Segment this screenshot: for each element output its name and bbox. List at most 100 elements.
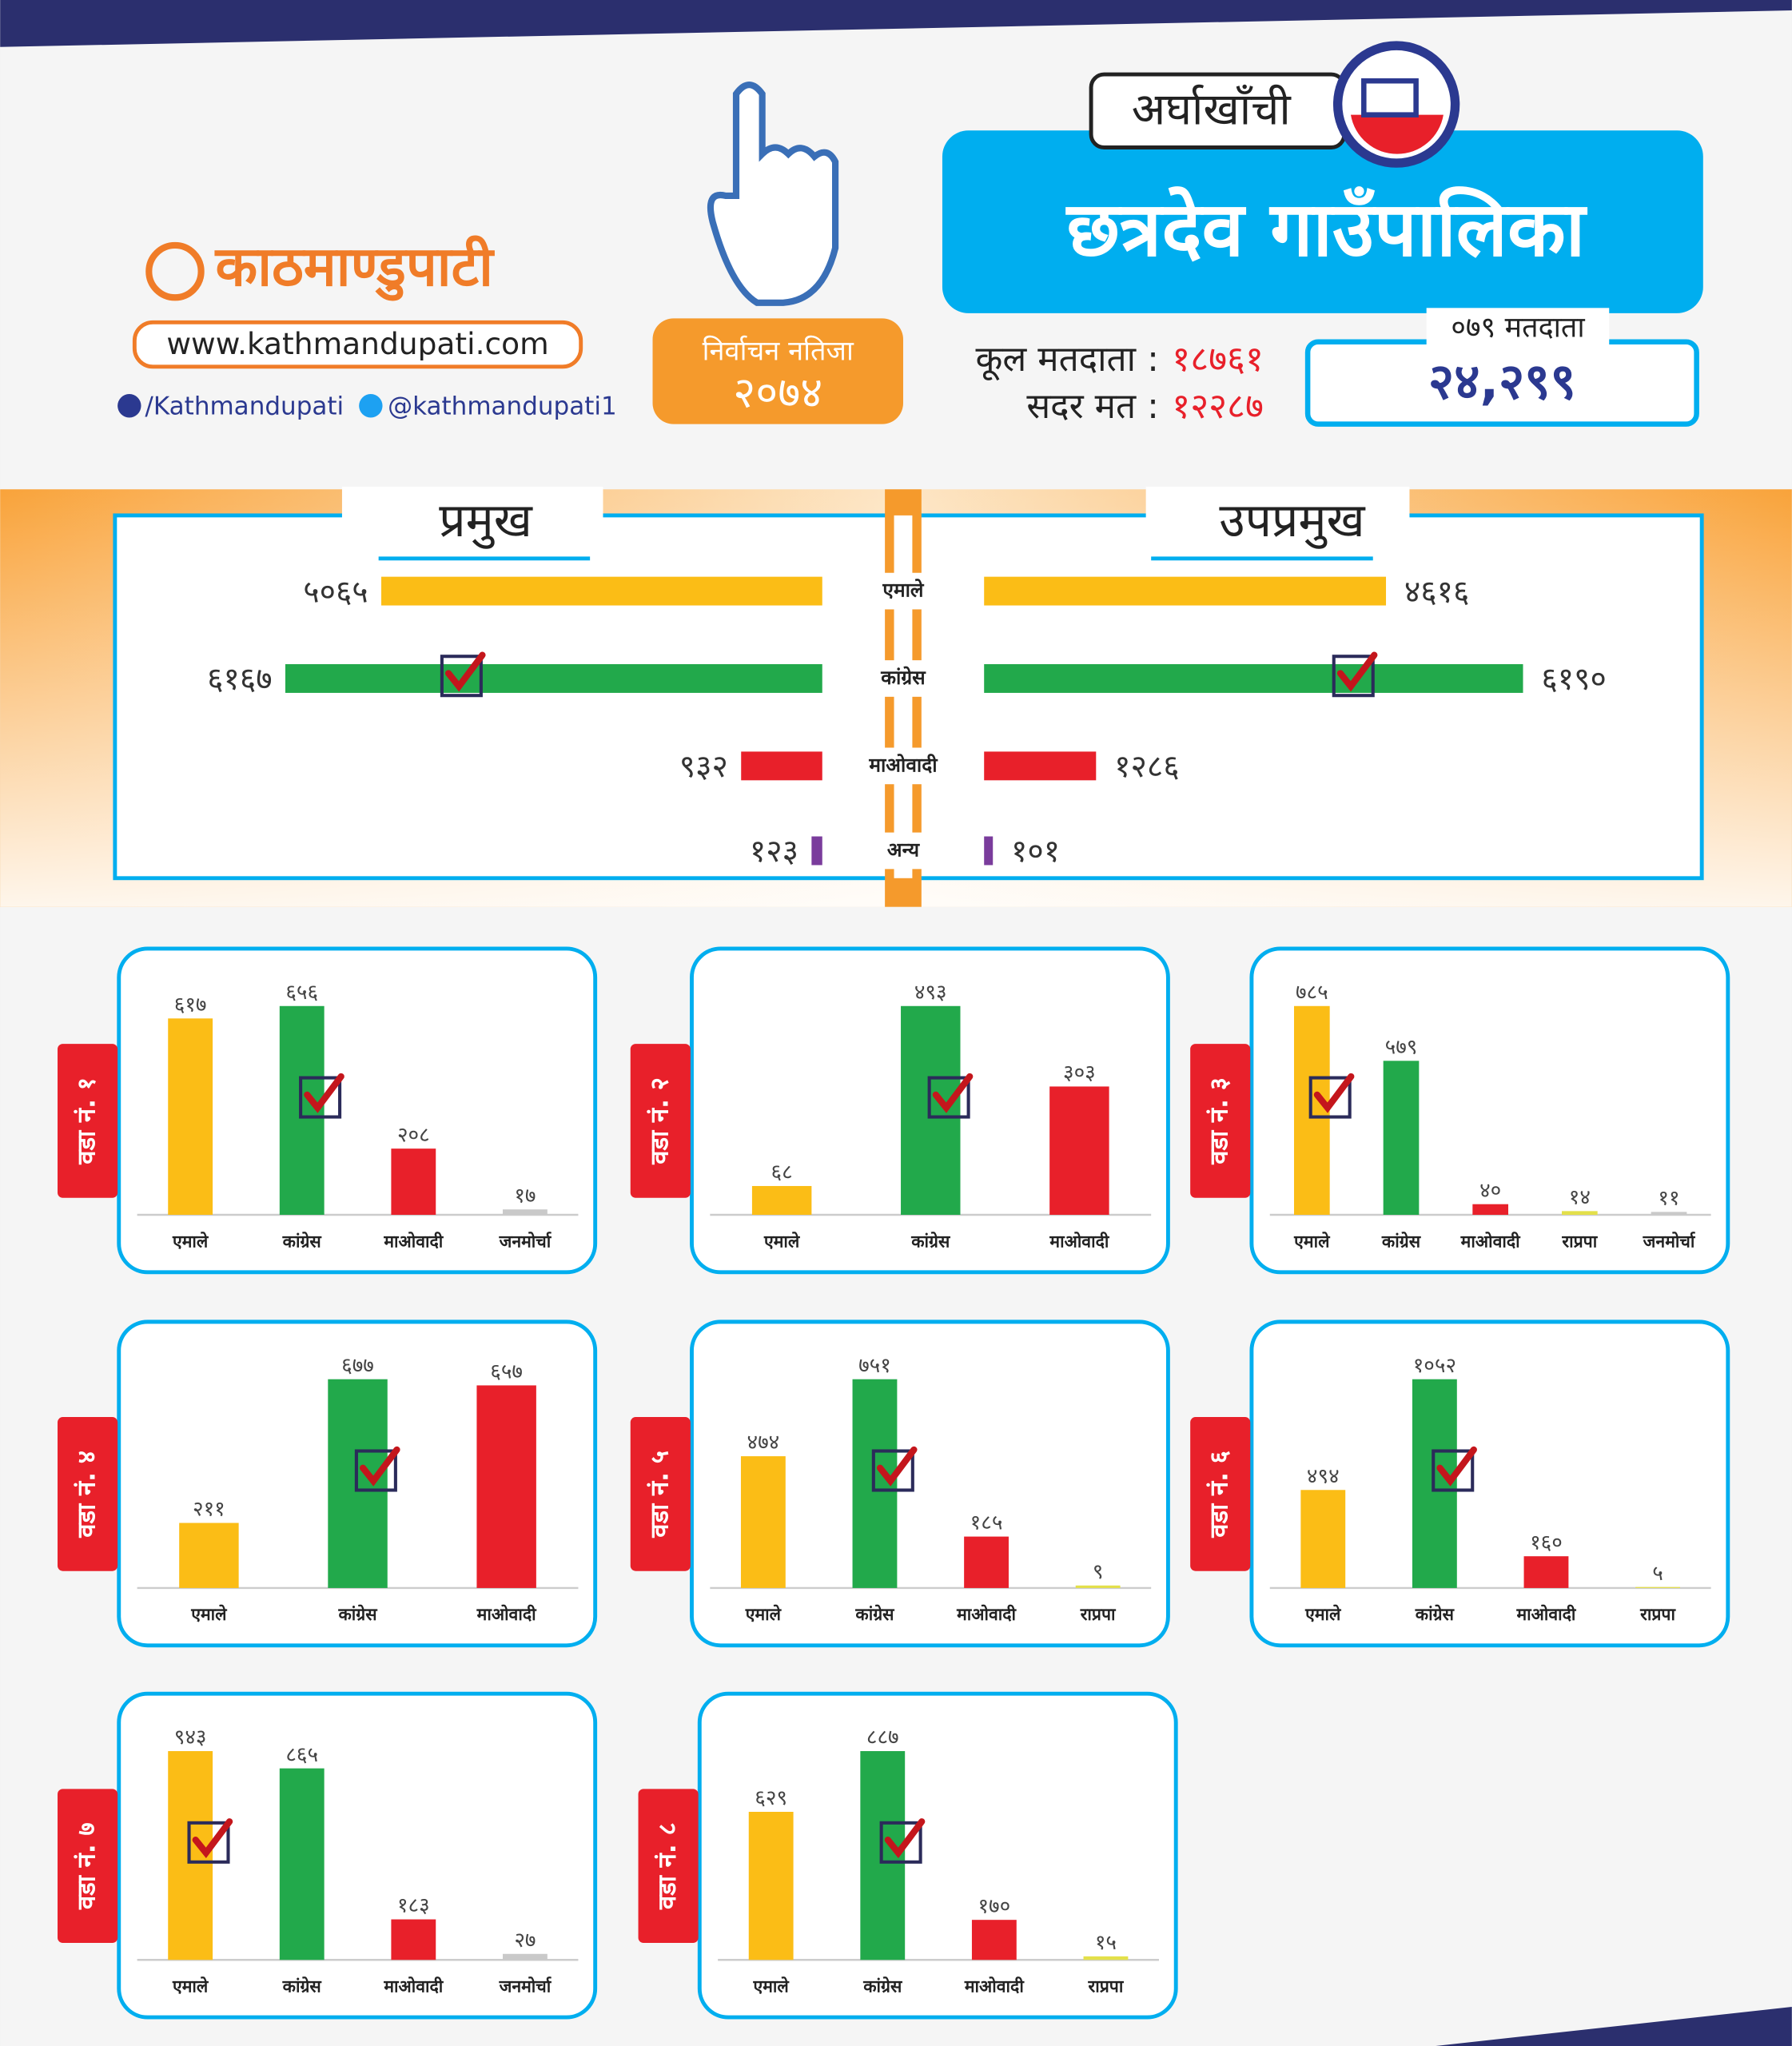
winner-check-box <box>299 1076 342 1119</box>
ward-tag <box>58 1789 118 1944</box>
ward-tag <box>58 1044 118 1198</box>
bar <box>1562 1211 1598 1215</box>
value-label: १२३ <box>750 834 798 870</box>
ward-tag <box>638 1789 699 1944</box>
bar <box>1075 1585 1121 1588</box>
ward-title: वडा नं. ५ <box>645 1451 674 1538</box>
ward-panel <box>1249 1320 1730 1648</box>
ward-tag <box>630 1417 691 1571</box>
value-label: ६८ <box>771 1160 793 1184</box>
winner-check <box>884 1818 926 1859</box>
value-label: २०८ <box>397 1123 430 1147</box>
ward-title: वडा नं. २ <box>645 1077 674 1165</box>
municipality-box <box>942 130 1703 313</box>
brand: काठमाण्डुपाटी <box>214 235 496 301</box>
winner-check-box <box>1432 1449 1475 1492</box>
bar <box>984 576 1387 606</box>
category-label: एमाले <box>190 1604 228 1625</box>
category-label: एमाले <box>745 1604 783 1625</box>
badge-title: निर्वाचन नतिजा <box>703 335 854 367</box>
value-label: ४६१६ <box>1404 574 1469 610</box>
winner-check <box>932 1073 974 1113</box>
series-header: प्रमुख <box>439 492 533 549</box>
value-label: १८५ <box>970 1511 1003 1535</box>
category-label: राप्रपा <box>1080 1605 1117 1625</box>
bar <box>964 1536 1009 1588</box>
value-label: ९३२ <box>679 749 728 785</box>
bar <box>391 1919 436 1960</box>
value-label: ५ <box>1652 1562 1663 1586</box>
bar <box>984 664 1523 693</box>
category-label: माओवादी <box>1460 1231 1521 1252</box>
category-label: कांग्रेस <box>282 1976 323 1997</box>
category-label: कांग्रेस <box>910 1231 951 1252</box>
bar <box>971 1920 1017 1960</box>
category-label: कांग्रेस <box>1381 1231 1422 1252</box>
pramukh-tab <box>341 486 603 559</box>
winner-check <box>876 1446 918 1487</box>
value-label: ४० <box>1479 1179 1501 1203</box>
value-label: ६१९० <box>1541 662 1606 698</box>
bar <box>751 1185 812 1215</box>
category-label: माओवादी <box>383 1976 444 1997</box>
category-label: राप्रपा <box>1088 1977 1125 1997</box>
category-bg <box>856 660 950 697</box>
value-label: २११ <box>193 1498 225 1522</box>
voters-079-label: ०७९ मतदाता <box>1451 311 1585 344</box>
ward-title: वडा नं. ३ <box>1205 1077 1234 1165</box>
category-label: जनमोर्चा <box>1643 1231 1696 1252</box>
value-label: ६७७ <box>341 1354 374 1378</box>
ward-title: वडा नं. १ <box>73 1077 102 1165</box>
badge-year: २०७४ <box>733 367 822 417</box>
bar <box>811 836 822 866</box>
category-label: जनमोर्चा <box>499 1976 552 1997</box>
value-label: ६५७ <box>490 1360 523 1384</box>
winner-check <box>304 1073 344 1113</box>
category-label: माओवादी <box>476 1604 537 1625</box>
website-box <box>132 320 583 369</box>
winner-check-box <box>871 1449 914 1492</box>
value-label: ६१७ <box>174 993 207 1017</box>
ward-panel <box>117 946 598 1275</box>
bar <box>285 664 822 693</box>
bar <box>1635 1586 1680 1588</box>
value-label: ८६५ <box>285 1743 318 1767</box>
ward-tag <box>58 1417 118 1571</box>
value-label: १७ <box>514 1184 536 1208</box>
category-label: अन्य <box>887 838 920 861</box>
winner-check-box <box>187 1821 230 1864</box>
category-bg <box>856 832 950 870</box>
category-label: एमाले <box>753 1976 790 1997</box>
winner-check <box>1436 1446 1477 1487</box>
category-label: कांग्रेस <box>282 1231 323 1252</box>
value-label: ४९३ <box>914 981 947 1005</box>
category-label: एमाले <box>172 1231 209 1252</box>
category-label: कांग्रेस <box>854 1604 895 1625</box>
bar <box>1383 1061 1420 1215</box>
winner-check-box <box>1332 655 1375 698</box>
twitter-icon <box>359 394 383 418</box>
category-label: एमाले <box>172 1976 209 1997</box>
winner-check <box>1313 1073 1355 1113</box>
category-label: एमाले <box>882 579 925 602</box>
upapramukh-tab <box>1145 486 1410 559</box>
bar <box>1049 1086 1109 1215</box>
facebook: /Kathmandupati <box>145 392 344 420</box>
category-label: राप्रपा <box>1561 1232 1598 1252</box>
value-label: २७ <box>514 1929 536 1952</box>
winner-check-box <box>879 1821 922 1864</box>
ward-panel <box>697 1691 1178 2020</box>
municipality: छत्रदेव गाउँपालिका <box>1065 186 1588 274</box>
bottom-strip <box>1436 2007 1792 2046</box>
bar <box>279 1768 325 1960</box>
ward-panel <box>1249 946 1730 1275</box>
valid-votes: १२२८७ <box>1172 386 1264 427</box>
value-label: ३०३ <box>1063 1061 1096 1085</box>
value-label: ६२९ <box>755 1786 787 1810</box>
category-label: राप्रपा <box>1639 1605 1676 1625</box>
category-label: माओवादी <box>383 1231 444 1252</box>
value-label: ६५६ <box>285 981 318 1005</box>
category-label: कांग्रेस <box>880 666 926 689</box>
category-label: जनमोर्चा <box>499 1231 552 1252</box>
